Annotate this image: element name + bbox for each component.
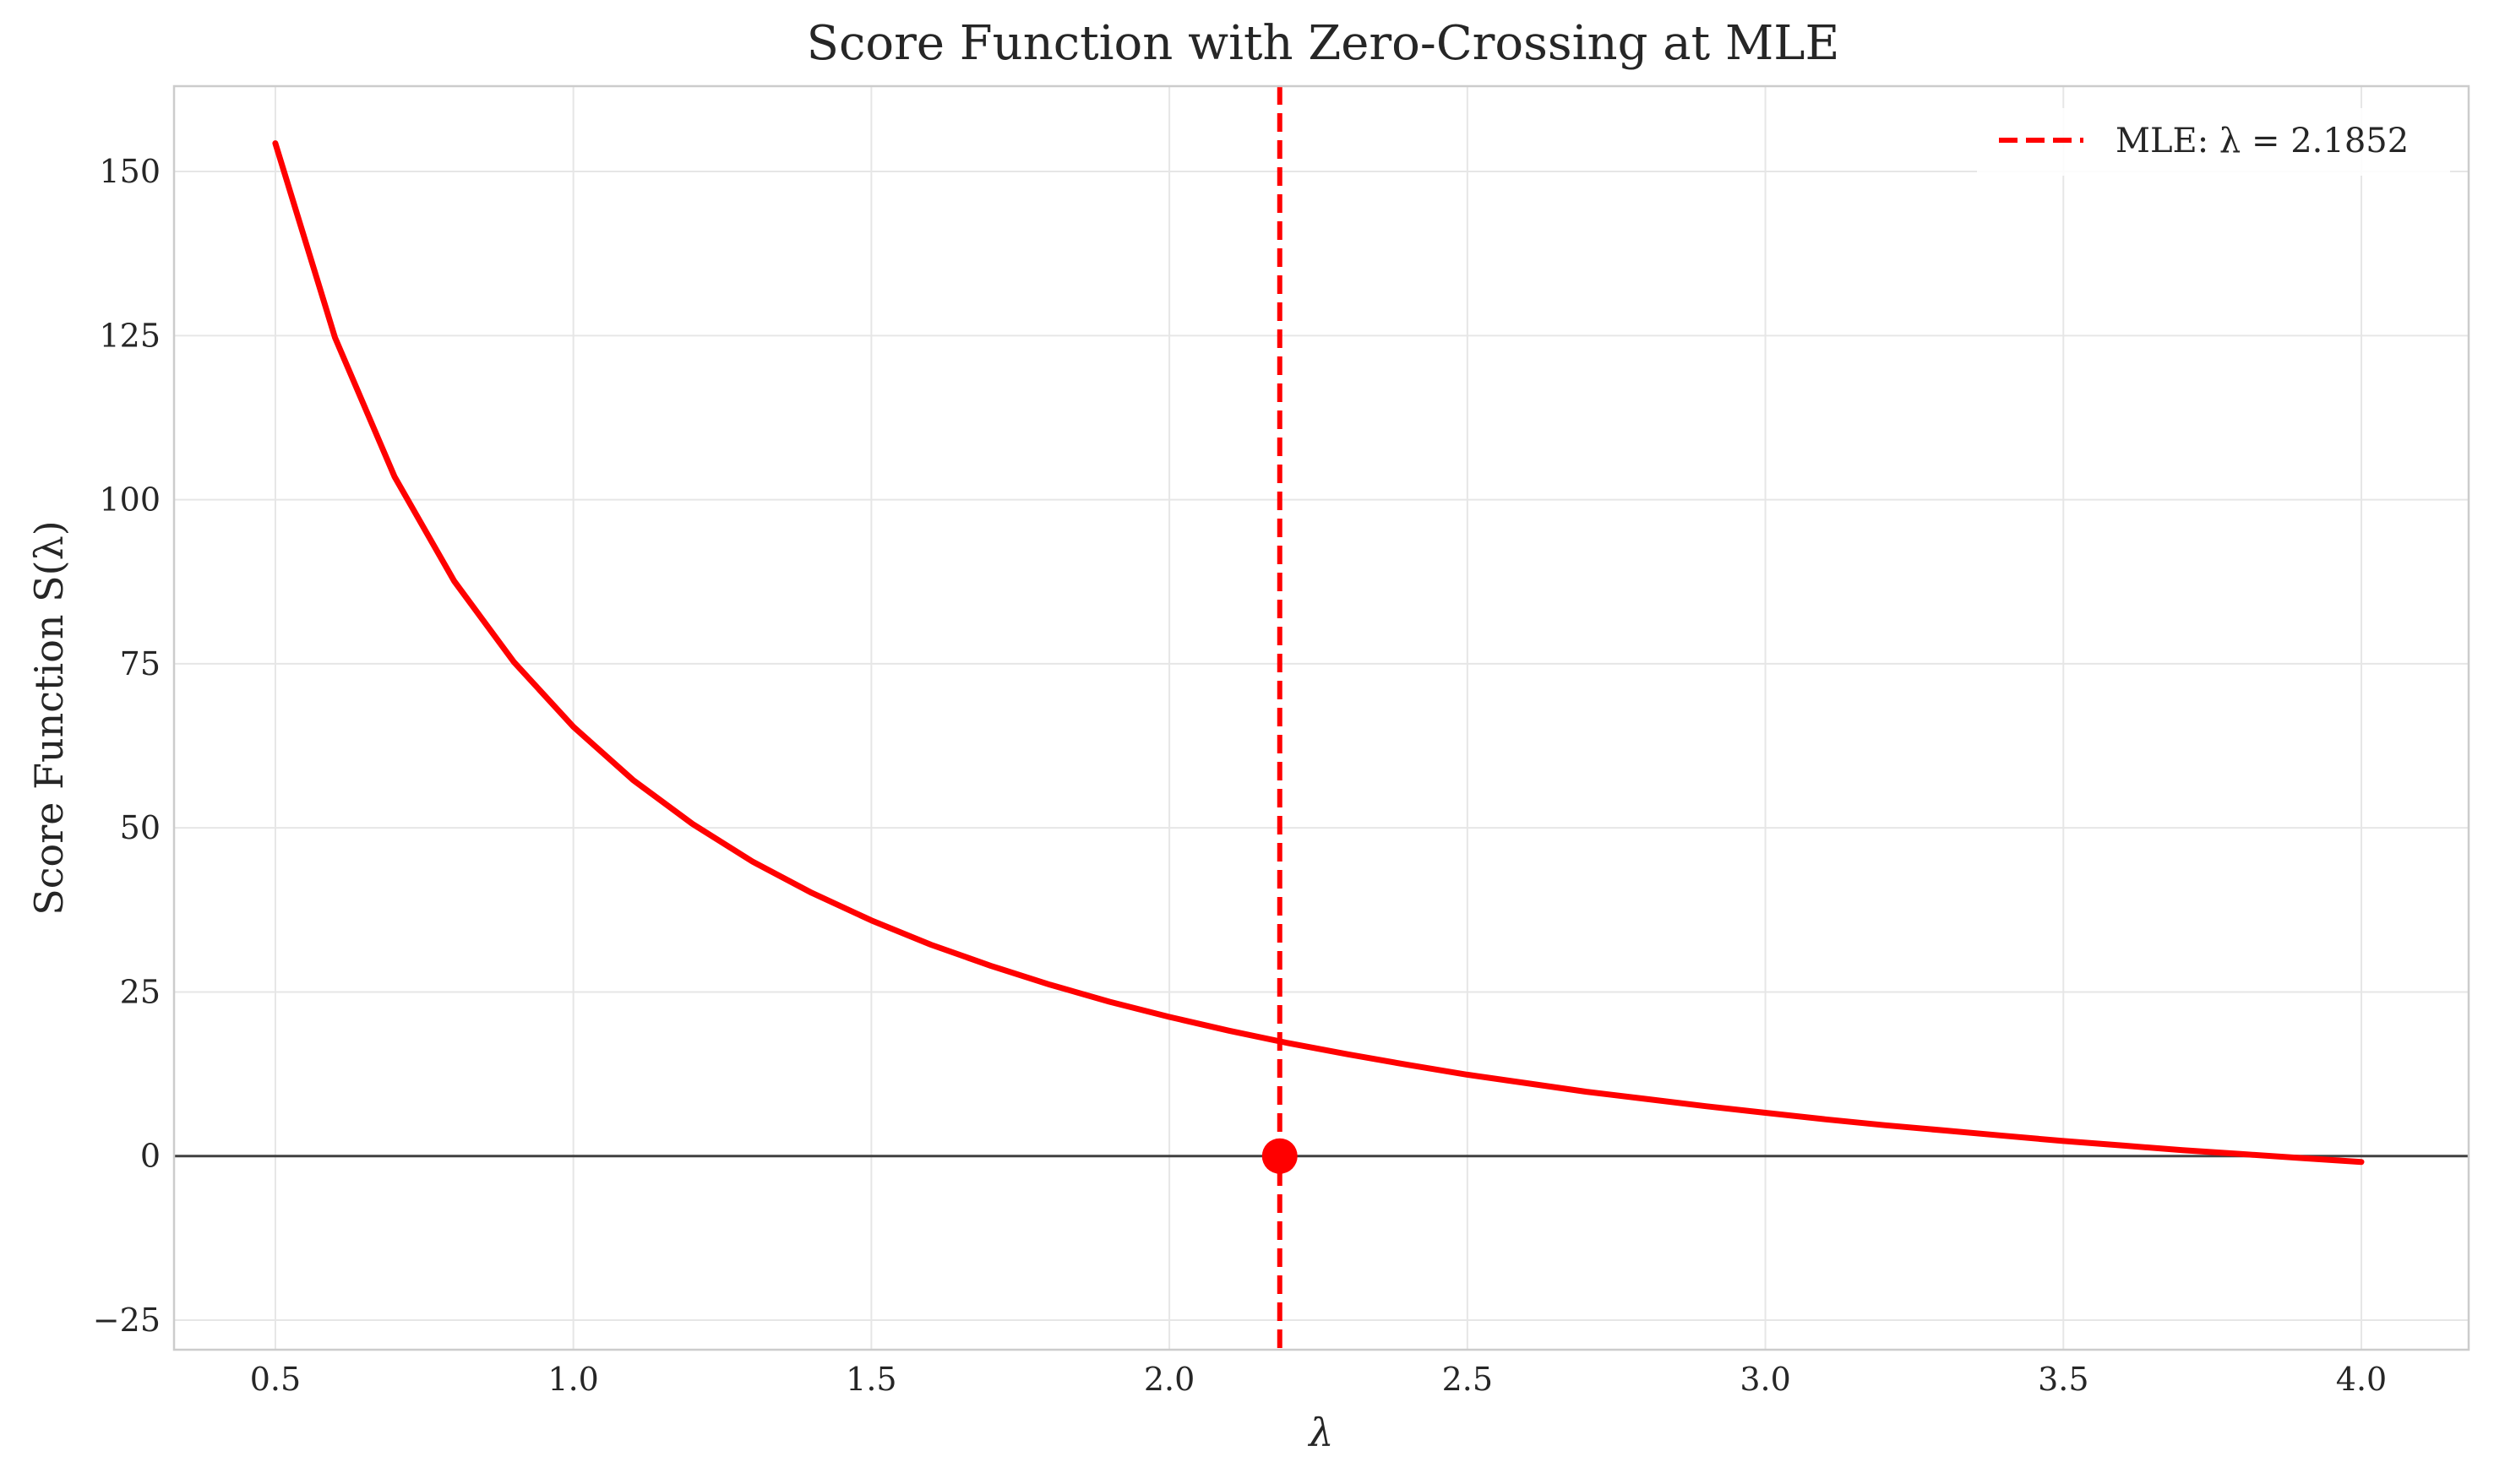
x-tick-label: 1.5 (846, 1361, 896, 1398)
legend: MLE: λ = 2.1852 (1977, 108, 2450, 176)
y-tick-label: 0 (140, 1138, 161, 1175)
chart-title: Score Function with Zero-Crossing at MLE (807, 16, 1840, 71)
y-tick-label: 25 (120, 973, 161, 1010)
y-tick-label: 50 (120, 809, 161, 846)
x-tick-label: 1.0 (547, 1361, 598, 1398)
x-tick-label: 2.0 (1144, 1361, 1195, 1398)
x-tick-labels: 0.5 1.0 1.5 2.0 2.5 3.0 3.5 4.0 (250, 1361, 2388, 1398)
plot-frame (172, 84, 2470, 1351)
mle-point (1261, 1138, 1298, 1174)
x-tick-label: 0.5 (250, 1361, 301, 1398)
y-axis-label: Score Function S(λ) (26, 520, 72, 915)
x-tick-label: 3.5 (2038, 1361, 2088, 1398)
series-layer (272, 140, 2365, 1166)
x-tick-label: 2.5 (1442, 1361, 1493, 1398)
x-tick-label: 3.0 (1740, 1361, 1790, 1398)
y-tick-label: 100 (99, 481, 161, 519)
y-tick-label: 150 (99, 153, 161, 190)
x-axis-label: λ (1307, 1410, 1333, 1455)
y-tick-label: 125 (99, 317, 161, 354)
x-tick-label: 4.0 (2336, 1361, 2387, 1398)
legend-mle-label: MLE: λ = 2.1852 (2116, 122, 2409, 160)
mle-layer (1261, 86, 1298, 1350)
score-function-line (272, 140, 2365, 1166)
y-tick-labels: −25 0 25 50 75 100 125 150 (93, 153, 161, 1339)
y-tick-label: −25 (93, 1302, 161, 1339)
y-tick-label: 75 (120, 645, 161, 682)
